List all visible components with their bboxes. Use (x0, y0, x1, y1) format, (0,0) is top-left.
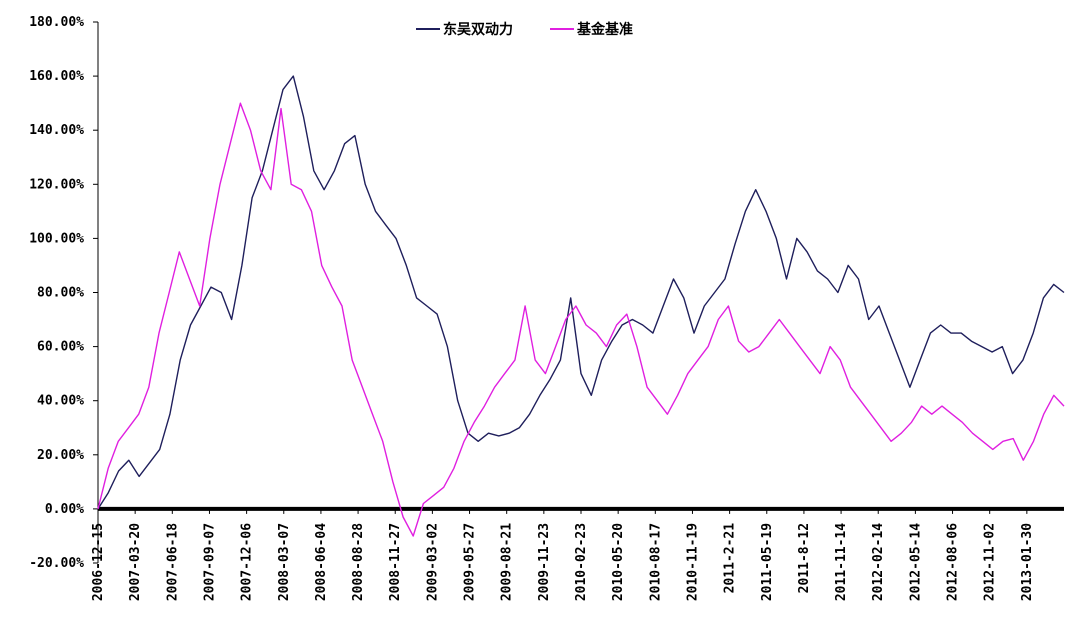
y-tick-label: 40.00% (37, 394, 84, 409)
x-tick-label: 2008-06-04 (314, 523, 329, 601)
x-tick-label: 2013-01-30 (1020, 523, 1035, 601)
x-tick-label: 2010-05-20 (611, 523, 626, 601)
legend-label-series-2: 基金基准 (577, 21, 633, 38)
x-tick-label: 2009-11-23 (537, 523, 552, 601)
x-tick-label: 2009-05-27 (463, 523, 478, 601)
series-lines (97, 75, 1065, 537)
x-tick-label: 2007-09-07 (202, 523, 217, 601)
y-tick-label: 60.00% (37, 340, 84, 355)
x-tick-label: 2012-02-14 (871, 523, 886, 601)
x-tick-label: 2011-2-21 (723, 523, 738, 594)
y-axis-ticks: -20.00% 0.00% 20.00% 40.00% 60.00% 80.00% 100.… (29, 15, 98, 571)
y-tick-label: -20.00% (29, 556, 84, 571)
y-tick-label: 180.00% (29, 15, 84, 30)
x-tick-label: 2010-08-17 (648, 523, 663, 601)
legend: 东吴双动力 基金基准 (416, 21, 633, 38)
x-tick-label: 2009-03-02 (425, 523, 440, 601)
x-tick-label: 2011-11-14 (834, 523, 849, 601)
y-tick-label: 160.00% (29, 69, 84, 84)
x-tick-label: 2008-03-07 (277, 523, 292, 601)
y-tick-label: 120.00% (29, 177, 84, 192)
series-line-2 (97, 102, 1065, 537)
y-tick-label: 140.00% (29, 123, 84, 138)
x-tick-label: 2007-12-06 (240, 523, 255, 601)
y-tick-label: 20.00% (37, 448, 84, 463)
x-tick-label: 2008-11-27 (388, 523, 403, 601)
x-tick-label: 2009-08-21 (500, 523, 515, 601)
x-tick-label: 2010-11-19 (685, 523, 700, 601)
legend-label-series-1: 东吴双动力 (443, 21, 513, 38)
x-tick-label: 2007-06-18 (165, 523, 180, 601)
y-tick-label: 80.00% (37, 286, 84, 301)
x-tick-label: 2011-8-12 (797, 523, 812, 593)
x-tick-label: 2008-08-28 (351, 523, 366, 601)
x-tick-label: 2012-08-06 (946, 523, 961, 601)
x-tick-label: 2012-11-02 (983, 523, 998, 601)
y-tick-label: 0.00% (45, 502, 84, 517)
x-axis-ticks: 2006-12-152007-03-202007-06-182007-09-07… (91, 508, 1035, 601)
x-tick-label: 2012-05-14 (908, 523, 923, 601)
x-tick-label: 2010-02-23 (574, 523, 589, 601)
x-tick-label: 2007-03-20 (128, 523, 143, 601)
series-line-1 (97, 75, 1065, 510)
y-tick-label: 100.00% (29, 231, 84, 246)
x-tick-label: 2011-05-19 (760, 523, 775, 601)
